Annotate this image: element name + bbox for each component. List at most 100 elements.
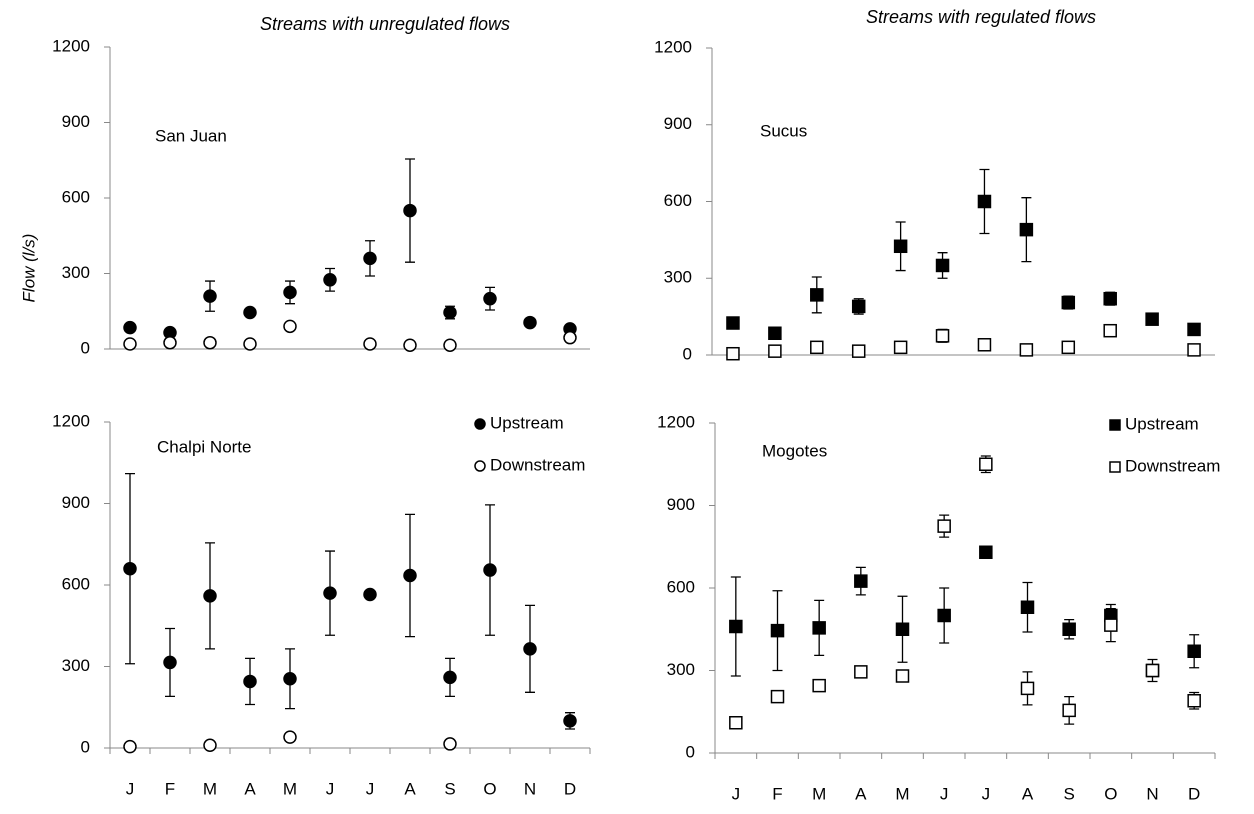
y-tick-label: 300	[667, 660, 695, 679]
data-point	[726, 316, 740, 330]
y-tick-label: 0	[81, 737, 90, 756]
data-point	[323, 586, 337, 600]
data-point	[563, 330, 577, 345]
data-point	[403, 568, 417, 583]
data-point	[523, 315, 537, 330]
data-point	[812, 621, 826, 635]
data-point	[403, 338, 417, 352]
data-point	[243, 305, 257, 320]
x-tick-label: J	[732, 784, 741, 803]
x-tick-label: D	[1188, 784, 1200, 803]
data-point	[363, 251, 377, 266]
data-point	[979, 545, 993, 559]
chart-title: Streams with regulated flows	[866, 7, 1096, 27]
data-point	[1145, 312, 1159, 326]
data-point	[443, 305, 457, 320]
y-tick-label: 1200	[52, 411, 90, 430]
data-point	[1187, 694, 1201, 708]
data-point	[203, 738, 217, 753]
data-point	[935, 258, 950, 273]
panel-label: San Juan	[155, 126, 227, 145]
x-tick-label: M	[895, 784, 909, 803]
x-tick-label: M	[283, 779, 297, 798]
data-point	[977, 194, 992, 209]
data-point	[443, 737, 457, 751]
x-tick-label: J	[366, 779, 375, 798]
x-tick-label: M	[203, 779, 217, 798]
panel-label: Chalpi Norte	[157, 437, 252, 456]
data-point	[1187, 343, 1201, 357]
data-point	[163, 655, 177, 670]
x-tick-label: O	[1104, 784, 1117, 803]
x-tick-label: J	[982, 784, 991, 803]
data-point	[854, 574, 868, 588]
legend-marker	[474, 418, 486, 430]
data-point	[243, 674, 257, 689]
data-point	[851, 299, 866, 314]
y-tick-label: 0	[81, 338, 90, 357]
y-tick-label: 600	[62, 574, 90, 593]
data-point	[854, 665, 868, 679]
legend-label: Downstream	[1125, 456, 1220, 475]
data-point	[1187, 322, 1201, 337]
data-point	[203, 289, 217, 303]
data-point	[729, 619, 743, 634]
data-point	[363, 587, 377, 602]
data-point	[443, 670, 457, 685]
legend-marker	[1109, 461, 1121, 473]
data-point	[726, 346, 740, 361]
data-point	[1103, 323, 1117, 338]
data-point	[1187, 644, 1201, 658]
data-point	[283, 671, 297, 686]
x-tick-label: A	[855, 784, 867, 803]
x-tick-label: J	[940, 784, 949, 803]
x-tick-label: J	[126, 779, 135, 798]
y-tick-label: 1200	[654, 37, 692, 56]
data-point	[812, 678, 826, 693]
data-point	[563, 714, 577, 728]
legend-marker	[1109, 419, 1121, 431]
y-tick-label: 1200	[52, 36, 90, 55]
y-tick-label: 900	[664, 114, 692, 133]
data-point	[363, 337, 377, 351]
data-point	[443, 338, 457, 352]
data-point	[1061, 340, 1076, 355]
legend-marker	[474, 460, 486, 472]
x-tick-label: F	[772, 784, 782, 803]
x-tick-label: A	[244, 779, 256, 798]
x-tick-label: N	[524, 779, 536, 798]
x-tick-label: A	[404, 779, 416, 798]
data-point	[979, 457, 993, 471]
data-point	[810, 340, 824, 355]
x-tick-label: A	[1022, 784, 1034, 803]
data-point	[523, 642, 537, 656]
data-point	[935, 329, 950, 343]
y-tick-label: 600	[62, 187, 90, 206]
data-point	[1104, 618, 1118, 632]
y-tick-label: 300	[664, 268, 692, 287]
data-point	[283, 730, 297, 744]
y-tick-label: 900	[667, 495, 695, 514]
data-point	[323, 273, 337, 287]
data-point	[123, 320, 137, 335]
x-tick-label: N	[1146, 784, 1158, 803]
x-tick-label: S	[1063, 784, 1074, 803]
data-point	[1020, 600, 1035, 614]
data-point	[1145, 663, 1160, 678]
data-point	[483, 563, 497, 577]
data-point	[977, 338, 992, 352]
legend-label: Downstream	[490, 455, 585, 474]
data-point	[203, 335, 217, 350]
x-tick-label: J	[326, 779, 335, 798]
data-point	[1020, 681, 1035, 696]
y-tick-label: 1200	[657, 412, 695, 431]
data-point	[123, 337, 137, 351]
data-point	[770, 623, 785, 638]
y-tick-label: 900	[62, 112, 90, 131]
legend-label: Upstream	[1125, 414, 1199, 433]
data-point	[729, 716, 743, 730]
data-point	[123, 561, 137, 576]
data-point	[203, 589, 217, 603]
data-point	[1062, 703, 1076, 718]
